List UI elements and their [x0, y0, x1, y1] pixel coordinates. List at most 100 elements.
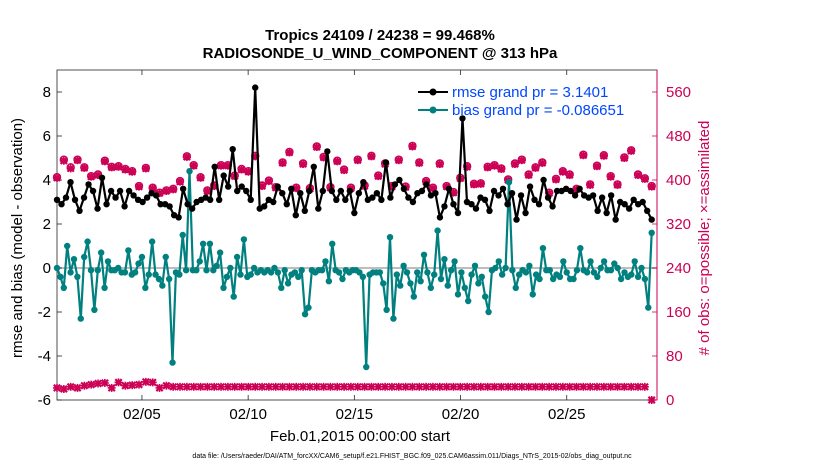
obs-low-point [490, 382, 499, 391]
rmse-point [391, 181, 399, 188]
bias-point [645, 304, 652, 311]
obs-low-point [59, 385, 68, 393]
bias-point [471, 262, 479, 269]
obs-assimilated-point [551, 175, 560, 184]
obs-low-point [107, 383, 116, 392]
bias-point [437, 275, 445, 283]
obs-assimilated-point [613, 180, 622, 189]
y-left-tick-label: 0 [43, 260, 51, 277]
bias-point [240, 236, 248, 243]
bias-point [407, 280, 414, 287]
chart-title-line1: Tropics 24109 / 24238 = 99.468% [265, 27, 495, 44]
rmse-point [261, 203, 268, 210]
rmse-point [224, 183, 232, 190]
obs-assimilated-point [490, 161, 499, 170]
plot-area [56, 69, 658, 401]
bias-point [549, 275, 557, 283]
rmse-point [571, 192, 579, 199]
rmse-point [522, 209, 529, 217]
rmse-point [188, 205, 196, 212]
obs-low-point [524, 382, 533, 391]
x-tick-label: 02/05 [123, 406, 161, 423]
bias-point [414, 269, 421, 276]
rmse-point [274, 183, 281, 190]
bias-point [210, 267, 217, 274]
bias-point [193, 267, 200, 274]
bias-point [84, 238, 91, 245]
obs-low-point [415, 382, 424, 391]
y-left-tick-label: 6 [43, 128, 51, 145]
rmse-point [328, 187, 336, 195]
rmse-point [517, 192, 525, 199]
bias-point [230, 293, 237, 300]
tick-layer: 02/05 02/10 02/15 02/20 02/25-6-4-2024680801… [38, 70, 691, 423]
obs-assimilated-point [606, 172, 615, 181]
bias-point [529, 291, 536, 298]
rmse-point [67, 179, 74, 186]
bias-point [199, 240, 207, 247]
rmse-point [206, 196, 214, 203]
bias-point [169, 359, 176, 366]
bias-point [148, 238, 156, 245]
obs-assimilated-point [203, 187, 212, 195]
obs-assimilated-point [135, 182, 144, 191]
bias-point [573, 267, 581, 274]
rmse-point [544, 194, 552, 201]
bias-point [393, 271, 401, 278]
rmse-point [94, 205, 101, 212]
obs-low-point [100, 378, 109, 387]
bias-point [380, 280, 387, 287]
bias-point [305, 304, 312, 311]
rmse-point [229, 146, 236, 153]
obs-low-point [189, 382, 198, 391]
y-axis-right-label: # of obs: o=possible; ×=assimilated [696, 121, 713, 356]
obs-low-point [128, 381, 137, 390]
x-tick-label: 02/10 [229, 406, 267, 423]
obs-assimilated-point [510, 160, 519, 169]
rmse-point [355, 190, 363, 197]
obs-assimilated-point [189, 161, 198, 170]
rmse-point [98, 174, 106, 181]
bias-point [532, 271, 540, 278]
obs-low-point [401, 382, 410, 391]
bias-point [454, 291, 462, 298]
obs-assimilated-point [100, 157, 109, 166]
obs-low-point [210, 382, 219, 391]
bias-point [60, 284, 67, 291]
obs-low-point [381, 382, 390, 391]
obs-low-point [135, 380, 144, 389]
rmse-point [549, 203, 556, 210]
legend-rmse-marker [429, 88, 437, 96]
rmse-point [220, 172, 227, 179]
rmse-point [283, 201, 290, 208]
obs-assimilated-point [107, 163, 116, 172]
rmse-point [62, 194, 70, 201]
bias-point [611, 260, 618, 267]
obs-low-point [66, 382, 75, 391]
obs-low-point [53, 383, 61, 392]
rmse-point [71, 196, 79, 203]
obs-assimilated-point [53, 173, 61, 182]
obs-assimilated-point [579, 151, 588, 160]
obs-assimilated-point [264, 177, 273, 186]
obs-low-point [340, 382, 349, 391]
rmse-point [607, 192, 615, 199]
bias-point [512, 284, 519, 291]
obs-assimilated-point [647, 182, 656, 191]
obs-low-point [572, 382, 581, 391]
rmse-point [179, 185, 187, 192]
bias-point [641, 275, 649, 283]
obs-low-point [80, 381, 89, 390]
rmse-point [80, 194, 88, 201]
obs-assimilated-point [217, 161, 226, 170]
rmse-point [423, 181, 430, 188]
rmse-point [279, 190, 286, 197]
rmse-point [603, 209, 610, 217]
rmse-point [594, 207, 601, 214]
obs-assimilated-point [415, 158, 424, 167]
rmse-point [337, 187, 345, 195]
rmse-point [157, 201, 164, 208]
bias-point [77, 315, 84, 322]
obs-assimilated-point [531, 163, 540, 172]
bias-point [63, 242, 71, 250]
